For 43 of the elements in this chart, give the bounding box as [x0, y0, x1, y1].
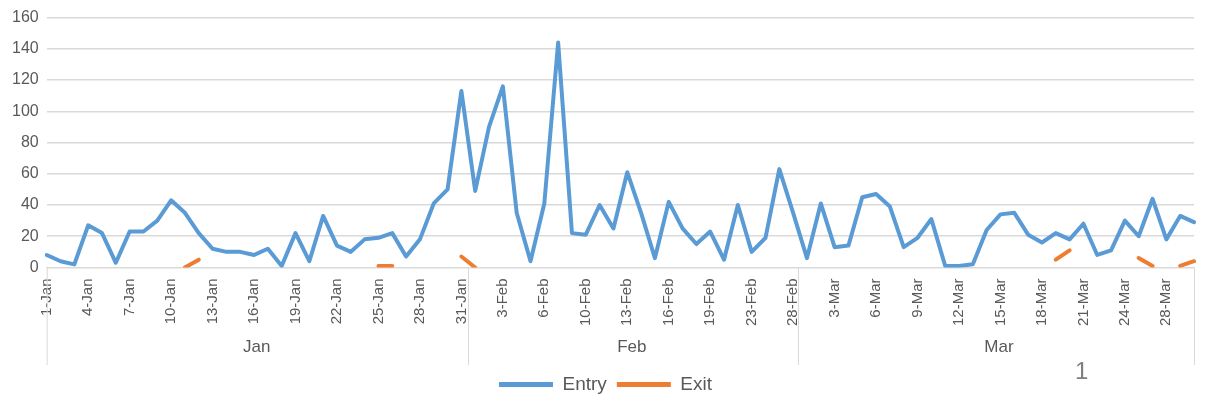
- y-tick-label: 40: [20, 195, 39, 213]
- x-tick-label: 31-Jan: [451, 278, 469, 325]
- y-tick-label: 0: [29, 257, 39, 275]
- x-tick-label: 23-Feb: [741, 278, 759, 326]
- x-tick-label: 10-Feb: [575, 278, 593, 326]
- x-tick-label: 3-Mar: [824, 278, 842, 318]
- text: Feb: [617, 336, 647, 356]
- x-tick-label: 22-Jan: [327, 278, 345, 325]
- x-tick-label: 7-Jan: [119, 278, 137, 316]
- x-tick-label: 10-Jan: [161, 278, 179, 325]
- x-tick-label: 18-Mar: [1032, 278, 1050, 326]
- x-tick-label: 24-Mar: [1115, 278, 1133, 326]
- x-tick-label: 16-Jan: [244, 278, 262, 325]
- x-tick-label: 28-Jan: [410, 278, 428, 325]
- y-tick-label: 140: [11, 39, 39, 57]
- x-tick-label: 12-Mar: [949, 278, 967, 326]
- y-tick-label: 20: [20, 226, 39, 244]
- legend-label: Entry: [562, 372, 608, 394]
- y-tick-label: 80: [20, 132, 39, 150]
- x-tick-label: 9-Mar: [907, 278, 925, 318]
- x-tick-label: 21-Mar: [1073, 278, 1091, 326]
- x-tick-label: 13-Feb: [617, 278, 635, 326]
- x-tick-label: 28-Mar: [1156, 278, 1174, 326]
- x-tick-label: 28-Feb: [783, 278, 801, 326]
- text: Mar: [984, 336, 1014, 356]
- x-tick-label: 15-Mar: [990, 278, 1008, 326]
- x-tick-label: 4-Jan: [78, 278, 96, 316]
- x-tick-label: 25-Jan: [368, 278, 386, 325]
- x-tick-label: 16-Feb: [658, 278, 676, 326]
- x-tick-label: 19-Feb: [700, 278, 718, 326]
- y-tick-label: 60: [20, 164, 39, 182]
- x-tick-label: 6-Feb: [534, 278, 552, 318]
- text: Jan: [242, 336, 271, 356]
- x-tick-label: 1-Jan: [36, 278, 54, 316]
- text: 1: [1074, 356, 1089, 384]
- legend-label: Exit: [680, 372, 713, 394]
- x-tick-label: 3-Feb: [492, 278, 510, 318]
- x-tick-label: 13-Jan: [202, 278, 220, 325]
- y-tick-label: 120: [11, 70, 39, 88]
- y-tick-label: 100: [11, 101, 39, 119]
- y-tick-label: 160: [11, 8, 39, 26]
- x-tick-label: 6-Mar: [866, 278, 884, 318]
- x-tick-label: 19-Jan: [285, 278, 303, 325]
